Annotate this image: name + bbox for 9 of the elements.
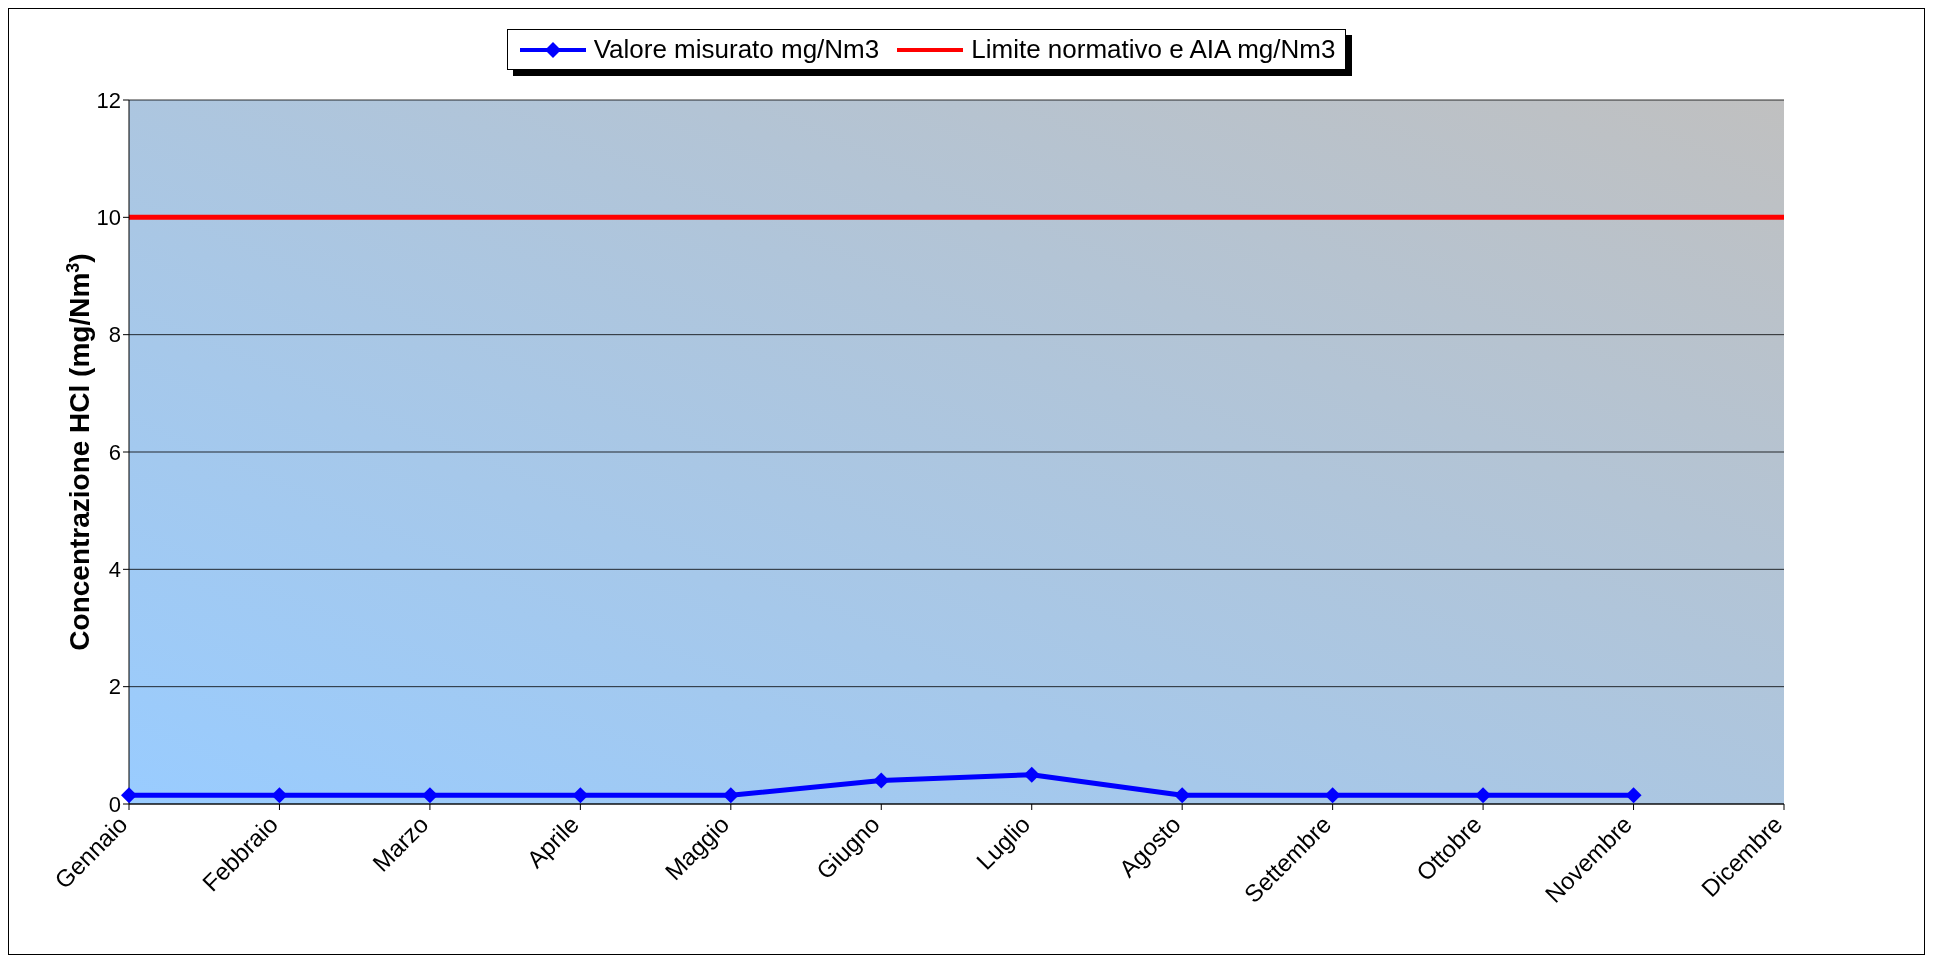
y-tick-label: 6 <box>108 439 121 465</box>
legend-label: Valore misurato mg/Nm3 <box>593 34 880 65</box>
y-tick-label: 12 <box>96 87 121 113</box>
y-tick-label: 10 <box>96 205 121 231</box>
legend-label: Limite normativo e AIA mg/Nm3 <box>971 34 1336 65</box>
y-tick-label: 0 <box>108 791 121 817</box>
y-tick-label: 4 <box>108 557 121 583</box>
y-tick-label: 8 <box>108 322 121 348</box>
y-tick-label: 2 <box>108 674 121 700</box>
